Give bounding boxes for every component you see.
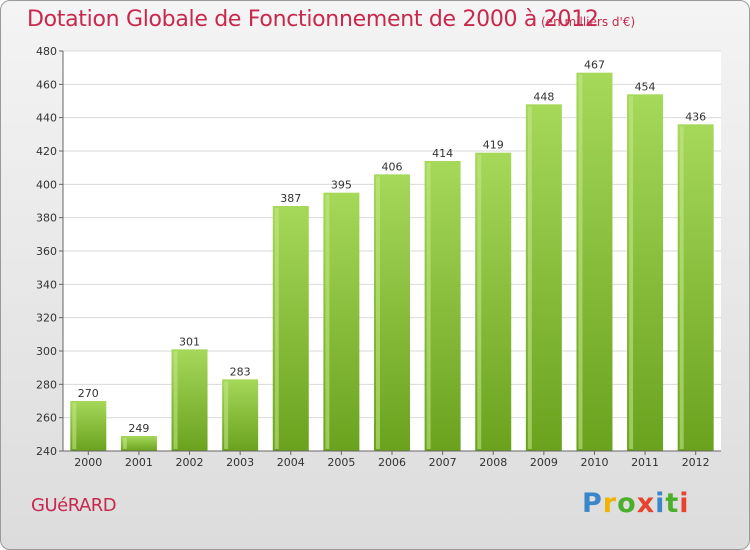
- x-tick-label: 2005: [327, 456, 355, 469]
- bar-highlight: [72, 403, 77, 449]
- logo-letter: x: [636, 488, 656, 519]
- logo-letter: i: [655, 488, 666, 519]
- value-label: 454: [635, 80, 656, 93]
- value-label: 387: [280, 192, 301, 205]
- y-tick-label: 320: [36, 312, 57, 325]
- x-tick-label: 2007: [429, 456, 457, 469]
- x-tick-label: 2000: [74, 456, 102, 469]
- place-name: GUéRARD: [31, 495, 117, 516]
- bar-highlight: [122, 438, 127, 449]
- x-tick-label: 2011: [631, 456, 659, 469]
- bar-highlight: [477, 154, 482, 449]
- logo-letter: t: [665, 488, 680, 519]
- y-tick-label: 400: [36, 178, 57, 191]
- y-tick-label: 260: [36, 412, 57, 425]
- bar-highlight: [578, 74, 583, 450]
- logo-letter: P: [582, 488, 603, 519]
- x-tick-label: 2010: [580, 456, 608, 469]
- bar-highlight: [173, 351, 178, 449]
- bar-highlight: [426, 163, 431, 449]
- y-tick-label: 380: [36, 212, 57, 225]
- y-tick-label: 480: [36, 45, 57, 58]
- value-label: 283: [230, 365, 251, 378]
- x-tick-label: 2001: [125, 456, 153, 469]
- bar-highlight: [224, 381, 229, 449]
- logo-letter: o: [617, 488, 637, 519]
- x-tick-label: 2002: [176, 456, 204, 469]
- y-tick-label: 340: [36, 278, 57, 291]
- x-tick-label: 2003: [226, 456, 254, 469]
- chart-title: Dotation Globale de Fonctionnement de 20…: [27, 7, 599, 32]
- bar-highlight: [527, 106, 532, 449]
- logo-letter: r: [602, 488, 618, 519]
- y-tick-label: 440: [36, 112, 57, 125]
- value-label: 414: [432, 147, 453, 160]
- y-tick-label: 360: [36, 245, 57, 258]
- value-label: 467: [584, 59, 605, 72]
- bar-highlight: [274, 208, 279, 449]
- bar-highlight: [325, 194, 330, 449]
- value-label: 436: [685, 110, 706, 123]
- bars: 270 249 301 283 387 395 406 414 419 448 467 454 436: [70, 59, 714, 452]
- chart-subtitle: (en milliers d'€): [541, 15, 636, 29]
- logo-letter: i: [679, 488, 690, 519]
- bar-highlight: [679, 126, 684, 449]
- value-label: 249: [128, 422, 149, 435]
- bar: [120, 436, 157, 451]
- bar-highlight: [376, 176, 380, 450]
- value-label: 406: [382, 160, 403, 173]
- value-label: 448: [533, 90, 554, 103]
- value-label: 270: [78, 387, 99, 400]
- value-label: 419: [483, 139, 504, 152]
- y-tick-label: 300: [36, 345, 57, 358]
- bar-highlight: [629, 96, 634, 449]
- y-tick-label: 420: [36, 145, 57, 158]
- y-tick-label: 280: [36, 378, 57, 391]
- value-label: 395: [331, 179, 352, 192]
- x-tick-label: 2006: [378, 456, 406, 469]
- value-label: 301: [179, 335, 200, 348]
- y-tick-label: 240: [36, 445, 57, 458]
- y-tick-label: 460: [36, 78, 57, 91]
- x-tick-label: 2008: [479, 456, 507, 469]
- x-tick-label: 2009: [530, 456, 558, 469]
- x-tick-label: 2012: [682, 456, 710, 469]
- proxiti-logo[interactable]: Proxiti: [582, 488, 690, 519]
- axes: 240 260 280 300 320 340 360 380 400 420 440 460 480 2…: [36, 45, 721, 469]
- x-tick-label: 2004: [277, 456, 305, 469]
